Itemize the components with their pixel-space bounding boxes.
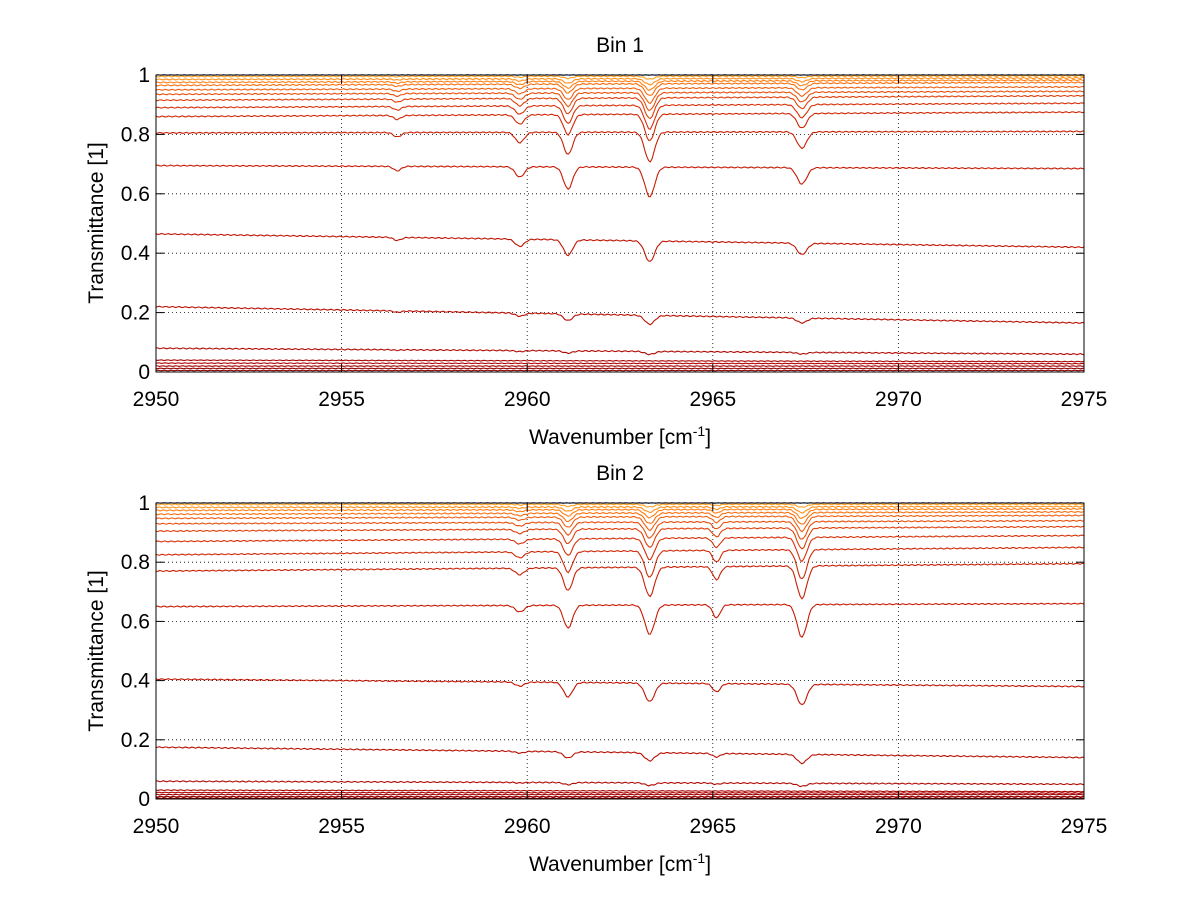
series-line-s03 [155,505,1085,514]
series-line-s05 [155,510,1085,525]
y-tick-label: 0.8 [121,123,150,146]
y-tick-label: 0.4 [121,670,151,693]
y-tick-label: 0.2 [121,729,150,752]
series-line-s12 [155,602,1085,639]
series-line-s11 [155,562,1085,600]
series-line-s08 [155,525,1085,550]
series-line-s08 [155,94,1085,120]
series-line-s02 [155,74,1085,80]
series-line-s10 [155,111,1085,141]
ticks: 2950 2955 2960 2965 2970 2975 0 0.2 0.4 0.6 0.8 1 [121,64,1108,411]
x-axis-label: Wavenumber [cm-1] [529,423,711,449]
axes-box [155,502,1085,800]
series-line-s05 [155,81,1085,96]
axes-box [155,74,1085,373]
x-tick-label: 2965 [689,388,736,411]
series-line-s20 [155,797,1085,799]
series-line-s15 [156,780,1085,788]
series-line-s20 [155,369,1085,372]
series-line-s17 [155,791,1085,794]
series-line-s19 [155,795,1085,798]
chart-title: Bin 1 [596,34,644,57]
series-line-s16 [155,789,1085,793]
x-tick-label: 2970 [875,388,922,411]
x-tick-label: 2960 [504,815,551,838]
x-tick-label: 2965 [689,815,736,838]
x-tick-label: 2975 [1061,388,1108,411]
chart-title: Bin 2 [596,462,644,485]
series-group [155,74,1085,372]
y-tick-label: 0.6 [121,183,150,206]
series-line-s14 [155,305,1085,326]
series-line-s07 [155,519,1084,540]
x-axis-label: Wavenumber [cm-1] [529,850,711,876]
x-tick-label: 2950 [133,388,180,411]
x-axis-label-sup: -1 [693,850,706,866]
series-line-s17 [155,362,1085,365]
series-line-s13 [155,232,1085,262]
series-line-s09 [155,534,1085,563]
plot-area [156,503,1084,799]
ticks: 2950 2955 2960 2965 2970 2975 0 0.2 0.4 0.6 0.8 1 [121,492,1108,838]
x-axis-label-close: ] [705,853,711,876]
x-axis-label-main: Wavenumber [cm [529,853,693,876]
y-tick-label: 0.8 [121,551,150,574]
panel-bin-1: Bin 1 2950 2955 2960 2965 2970 2975 0 0.2 0.4 0.6… [85,34,1107,449]
x-axis-label-main: Wavenumber [cm [529,426,693,449]
series-line-s10 [155,546,1085,580]
series-line-s06 [155,514,1085,533]
x-tick-label: 2975 [1061,815,1108,838]
series-line-s04 [155,507,1085,519]
y-tick-label: 0 [138,361,150,384]
y-tick-label: 0 [138,788,150,811]
y-tick-label: 0.4 [121,242,151,265]
y-tick-label: 0.2 [121,302,150,325]
series-line-s18 [155,365,1085,367]
series-line-s18 [155,793,1085,796]
x-tick-label: 2960 [504,388,551,411]
series-line-s16 [155,359,1085,363]
x-tick-label: 2955 [318,388,365,411]
x-axis-label-sup: -1 [693,423,706,439]
y-axis-label: Transmittance [1] [85,142,108,303]
y-axis-label: Transmittance [1] [85,570,108,731]
panel-bin-2: Bin 2 2950 2955 2960 2965 2970 2975 0 0.2 0.4 0.6… [85,462,1107,876]
y-tick-label: 1 [138,64,150,87]
series-line-s04 [155,78,1085,92]
series-line-s06 [155,85,1085,105]
series-line-s12 [155,164,1085,198]
series-line-s11 [155,130,1085,163]
x-tick-label: 2955 [318,815,365,838]
series-line-s03 [155,76,1085,86]
series-line-s14 [155,746,1085,765]
x-axis-label-close: ] [705,426,711,449]
series-line-s13 [155,678,1085,706]
series-line-s15 [156,347,1085,356]
x-tick-label: 2970 [875,815,922,838]
series-group [155,502,1085,799]
series-line-s02 [155,503,1085,508]
series-line-s19 [155,367,1085,370]
x-tick-label: 2950 [133,815,180,838]
y-tick-label: 0.6 [121,610,150,633]
series-line-s09 [155,102,1085,130]
series-line-s07 [155,90,1084,112]
y-tick-label: 1 [138,492,150,515]
plot-area [156,75,1084,372]
